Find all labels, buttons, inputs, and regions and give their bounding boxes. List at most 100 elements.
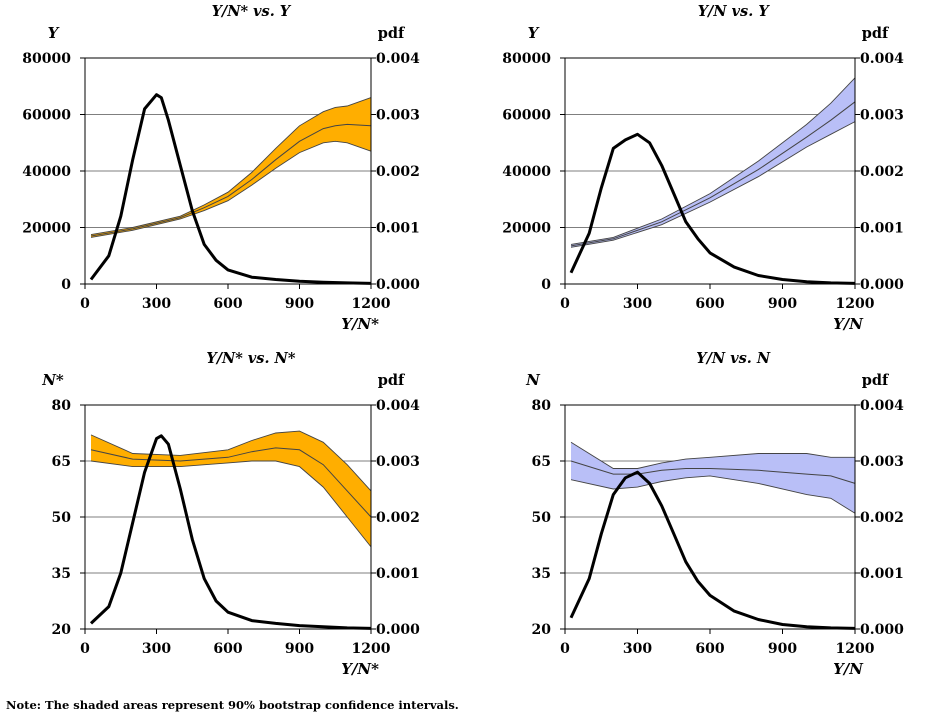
x-axis-label: Y/N* bbox=[341, 315, 379, 333]
ci-lower-line bbox=[570, 121, 856, 248]
estimate-line bbox=[90, 447, 372, 518]
y-tick-label: 40000 bbox=[22, 164, 71, 180]
y-tick-label: 20000 bbox=[502, 221, 551, 237]
y2-tick-label: 0.002 bbox=[376, 164, 420, 180]
y2-tick-label: 0.000 bbox=[860, 622, 904, 638]
y2-tick-label: 0.001 bbox=[376, 566, 420, 582]
y2-tick-label: 0.003 bbox=[860, 108, 904, 124]
y2-tick-label: 0.003 bbox=[376, 108, 420, 124]
ci-upper-line bbox=[570, 77, 856, 245]
y-tick-label: 60000 bbox=[22, 108, 71, 124]
y-tick-label: 0 bbox=[541, 277, 551, 293]
x-tick-label: 900 bbox=[768, 641, 797, 657]
y2-tick-label: 0.004 bbox=[860, 51, 904, 67]
x-tick-label: 300 bbox=[142, 296, 171, 312]
figure-canvas: 0200004000060000800000.0000.0010.0020.00… bbox=[22, 3, 904, 678]
x-tick-label: 0 bbox=[560, 296, 570, 312]
confidence-band bbox=[571, 442, 855, 514]
x-axis-label: Y/N* bbox=[341, 660, 379, 678]
y2-tick-label: 0.003 bbox=[376, 454, 420, 470]
y2-axis-label: pdf bbox=[378, 25, 406, 42]
x-tick-label: 300 bbox=[623, 296, 652, 312]
y-tick-label: 80000 bbox=[502, 51, 551, 67]
x-tick-label: 300 bbox=[142, 641, 171, 657]
x-tick-label: 600 bbox=[695, 296, 724, 312]
y-tick-label: 20 bbox=[532, 622, 552, 638]
x-tick-label: 1200 bbox=[352, 296, 391, 312]
confidence-band bbox=[571, 77, 855, 248]
y-tick-label: 80000 bbox=[22, 51, 71, 67]
y-tick-label: 50 bbox=[532, 510, 552, 526]
y-tick-label: 35 bbox=[532, 566, 551, 582]
pdf-curve bbox=[569, 132, 856, 285]
y-axis-label: Y bbox=[48, 24, 60, 42]
chart-title: Y/N vs. N bbox=[696, 350, 771, 367]
y-tick-label: 60000 bbox=[502, 108, 551, 124]
y2-tick-label: 0.003 bbox=[860, 454, 904, 470]
y-tick-label: 20000 bbox=[22, 221, 71, 237]
figure-note: Note: The shaded areas represent 90% boo… bbox=[6, 698, 459, 712]
pdf-curve bbox=[89, 93, 372, 285]
pdf-curve bbox=[89, 434, 372, 630]
chart-title: Y/N vs. Y bbox=[698, 3, 771, 20]
x-tick-label: 0 bbox=[80, 296, 90, 312]
confidence-band bbox=[91, 97, 371, 238]
x-tick-label: 0 bbox=[560, 641, 570, 657]
y2-tick-label: 0.000 bbox=[376, 622, 420, 638]
y-tick-label: 50 bbox=[52, 510, 72, 526]
chart-panel-2: 0 20000 40000 60000 80000 0.000 0.001 0.002 0.00… bbox=[502, 3, 904, 333]
y2-tick-label: 0.001 bbox=[376, 221, 420, 237]
chart-panel-1: 0 20000 40000 60000 80000 0.000 0.001 0.002 0.00… bbox=[22, 3, 420, 333]
y2-tick-label: 0.001 bbox=[860, 221, 904, 237]
x-axis-label: Y/N bbox=[833, 660, 864, 678]
chart-title: Y/N* vs. N* bbox=[206, 350, 295, 367]
y2-tick-label: 0.004 bbox=[376, 51, 420, 67]
x-tick-label: 900 bbox=[285, 296, 314, 312]
ci-upper-line bbox=[90, 430, 372, 492]
x-tick-label: 600 bbox=[213, 641, 242, 657]
y-tick-label: 65 bbox=[52, 454, 71, 470]
ci-upper-line bbox=[570, 441, 855, 469]
x-tick-label: 300 bbox=[623, 641, 652, 657]
x-tick-label: 600 bbox=[695, 641, 724, 657]
y2-tick-label: 0.001 bbox=[860, 566, 904, 582]
y2-axis-label: pdf bbox=[862, 372, 890, 389]
x-axis-label: Y/N bbox=[833, 315, 864, 333]
x-tick-label: 1200 bbox=[836, 641, 875, 657]
y2-axis-label: pdf bbox=[378, 372, 406, 389]
y2-axis-label: pdf bbox=[862, 25, 890, 42]
y-tick-label: 35 bbox=[52, 566, 71, 582]
y2-tick-label: 0.000 bbox=[376, 277, 420, 293]
ci-lower-line bbox=[90, 460, 372, 548]
estimate-line bbox=[570, 101, 856, 247]
y2-tick-label: 0.002 bbox=[376, 510, 420, 526]
y-tick-label: 80 bbox=[532, 398, 552, 414]
y2-tick-label: 0.002 bbox=[860, 510, 904, 526]
x-tick-label: 1200 bbox=[352, 641, 391, 657]
y-tick-label: 0 bbox=[61, 277, 71, 293]
y-axis-label: Y bbox=[528, 24, 540, 42]
estimate-line bbox=[570, 460, 856, 484]
y-axis-label: N bbox=[525, 371, 541, 389]
y-tick-label: 20 bbox=[52, 622, 72, 638]
y-axis-label: N* bbox=[41, 371, 64, 389]
ci-upper-line bbox=[90, 97, 372, 236]
x-tick-label: 1200 bbox=[836, 296, 875, 312]
y-tick-label: 80 bbox=[52, 398, 72, 414]
ci-lower-line bbox=[570, 475, 856, 514]
y-tick-label: 65 bbox=[532, 454, 551, 470]
chart-panel-3: 20 35 50 65 80 0.000 0.001 0.002 0.003 0.004 0 300 6… bbox=[41, 350, 420, 678]
y2-tick-label: 0.002 bbox=[860, 164, 904, 180]
y2-tick-label: 0.004 bbox=[376, 398, 420, 414]
y-tick-label: 40000 bbox=[502, 164, 551, 180]
x-tick-label: 900 bbox=[768, 296, 797, 312]
x-tick-label: 0 bbox=[80, 641, 90, 657]
estimate-line bbox=[90, 123, 372, 237]
chart-panel-4: 20 35 50 65 80 0.000 0.001 0.002 0.003 0.004 0 300 6… bbox=[525, 350, 904, 678]
pdf-curve bbox=[569, 470, 856, 630]
y2-tick-label: 0.000 bbox=[860, 277, 904, 293]
x-tick-label: 900 bbox=[285, 641, 314, 657]
ci-lower-line bbox=[90, 140, 372, 238]
x-tick-label: 600 bbox=[213, 296, 242, 312]
chart-title: Y/N* vs. Y bbox=[212, 3, 292, 20]
